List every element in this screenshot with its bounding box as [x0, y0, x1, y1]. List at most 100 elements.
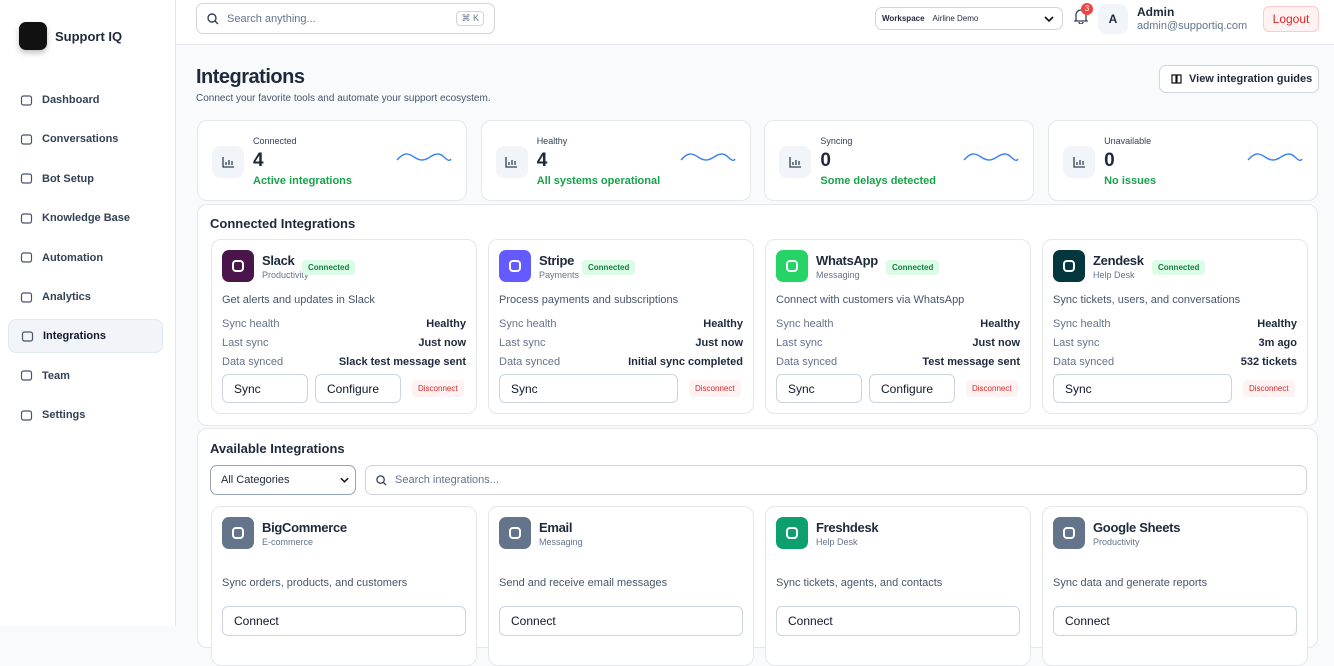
action-button[interactable]: Sync [499, 374, 678, 403]
integration-name: Email [539, 520, 573, 535]
action-button[interactable]: Sync [1053, 374, 1232, 403]
detail-label: Sync health [222, 317, 280, 330]
disconnect-button[interactable]: Disconnect [1243, 380, 1295, 397]
stat-card: Connected 4 Active integrations [197, 120, 467, 201]
integration-category: Messaging [539, 537, 583, 547]
integration-description: Sync data and generate reports [1053, 577, 1208, 589]
nav-label: Integrations [43, 330, 106, 343]
disconnect-button[interactable]: Disconnect [966, 380, 1018, 397]
guides-button[interactable]: View integration guides [1159, 65, 1319, 93]
detail-label: Last sync [222, 336, 269, 349]
detail-row: Sync health Healthy [776, 314, 1020, 333]
stat-icon [495, 146, 528, 178]
detail-label: Sync health [1053, 317, 1111, 330]
stat-card: Syncing 0 Some delays detected [764, 120, 1035, 201]
workspace-label: Workspace [882, 14, 925, 23]
integration-search[interactable]: Search integrations... [365, 465, 1307, 495]
action-button[interactable]: Configure [869, 374, 955, 403]
integration-card: Stripe Payments Connected Process payments … [488, 239, 754, 414]
stat-value: 0 [1104, 150, 1115, 171]
detail-label: Last sync [499, 336, 546, 349]
topbar: Search anything... ⌘ K Workspace Airline… [176, 0, 1334, 45]
action-button[interactable]: Sync [222, 374, 308, 403]
detail-value: Slack test message sent [338, 355, 466, 368]
stat-icon [212, 146, 244, 178]
connect-button[interactable]: Connect [1053, 606, 1297, 636]
integration-name: Freshdesk [816, 520, 879, 535]
detail-value: Initial sync completed [628, 355, 743, 368]
detail-value: 3m ago [1258, 336, 1297, 349]
status-badge: Connected [582, 260, 636, 275]
detail-value: Just now [972, 336, 1020, 349]
integration-icon [222, 517, 254, 549]
detail-label: Data synced [776, 355, 838, 368]
sidebar: Support IQ Dashboard Conversations Bot Set… [0, 0, 176, 626]
sparkline [963, 150, 1020, 167]
button-row: Sync Disconnect [1053, 374, 1297, 403]
category-filter[interactable]: All Categories [210, 465, 356, 495]
stat-label: Connected [253, 136, 297, 146]
nav-item[interactable]: Analytics [8, 280, 163, 314]
nav-item[interactable]: Knowledge Base [8, 201, 163, 235]
detail-value: Healthy [1257, 317, 1297, 330]
detail-row: Data synced Slack test message sent [222, 352, 466, 371]
detail-value: Just now [418, 336, 466, 349]
integration-description: Get alerts and updates in Slack [222, 294, 375, 306]
integration-category: Productivity [1093, 537, 1140, 547]
stat-value: 4 [253, 150, 264, 171]
connect-button[interactable]: Connect [776, 606, 1020, 636]
connect-button[interactable]: Connect [222, 606, 466, 636]
search-placeholder: Search anything... [227, 12, 316, 25]
integration-card: Slack Productivity Connected Get alerts and… [211, 239, 477, 414]
stat-note: Active integrations [253, 175, 353, 187]
integration-description: Sync tickets, users, and conversations [1053, 294, 1241, 306]
shortcut: ⌘ K [456, 11, 484, 26]
stat-icon [779, 146, 812, 178]
logo [19, 22, 47, 50]
detail-label: Sync health [499, 317, 557, 330]
shortcut-key: ⌘ [461, 13, 471, 23]
nav-label: Dashboard [42, 94, 100, 106]
section-title: Connected Integrations [210, 216, 356, 231]
workspace-select[interactable]: Workspace Airline Demo [875, 7, 1063, 30]
available-panel: Available Integrations All Categories Se… [197, 428, 1318, 666]
integration-icon [1053, 517, 1085, 549]
nav-item[interactable]: Dashboard [8, 83, 163, 117]
page-title: Integrations [196, 66, 305, 88]
detail-row: Last sync Just now [499, 333, 743, 352]
button-row: Sync Configure Disconnect [776, 374, 1020, 403]
integration-icon [499, 250, 531, 282]
nav-item[interactable]: Team [8, 359, 163, 393]
status-badge: Connected [1152, 260, 1206, 275]
detail-label: Data synced [1053, 355, 1115, 368]
workspace-name: Airline Demo [932, 14, 979, 23]
nav-item[interactable]: Bot Setup [8, 162, 163, 196]
nav-item[interactable]: Integrations [8, 319, 163, 354]
disconnect-button[interactable]: Disconnect [412, 380, 464, 397]
nav-item[interactable]: Settings [8, 398, 163, 432]
nav-item[interactable]: Conversations [8, 122, 163, 156]
notification-badge: 3 [1081, 3, 1093, 15]
nav-label: Analytics [42, 291, 91, 303]
action-button[interactable]: Sync [776, 374, 862, 403]
avatar: A [1098, 4, 1128, 34]
connect-button[interactable]: Connect [499, 606, 743, 636]
action-button[interactable]: Configure [315, 374, 401, 403]
integration-description: Process payments and subscriptions [499, 294, 679, 306]
search[interactable]: Search anything... ⌘ K [196, 3, 495, 34]
stat-value: 4 [536, 150, 548, 171]
integration-name: Zendesk [1093, 253, 1144, 268]
integration-name: BigCommerce [262, 520, 347, 535]
guides-label: View integration guides [1189, 73, 1313, 85]
logout-button[interactable]: Logout [1263, 6, 1319, 32]
integration-icon [776, 250, 808, 282]
integration-card: Google Sheets Productivity Sync data and g… [1042, 506, 1308, 666]
integration-description: Send and receive email messages [499, 577, 668, 589]
detail-row: Sync health Healthy [499, 314, 743, 333]
section-title: Available Integrations [210, 441, 345, 456]
integration-description: Connect with customers via WhatsApp [776, 294, 965, 306]
filter-value: All Categories [221, 474, 290, 486]
disconnect-button[interactable]: Disconnect [689, 380, 741, 397]
nav-item[interactable]: Automation [8, 241, 163, 275]
sparkline [396, 150, 452, 167]
